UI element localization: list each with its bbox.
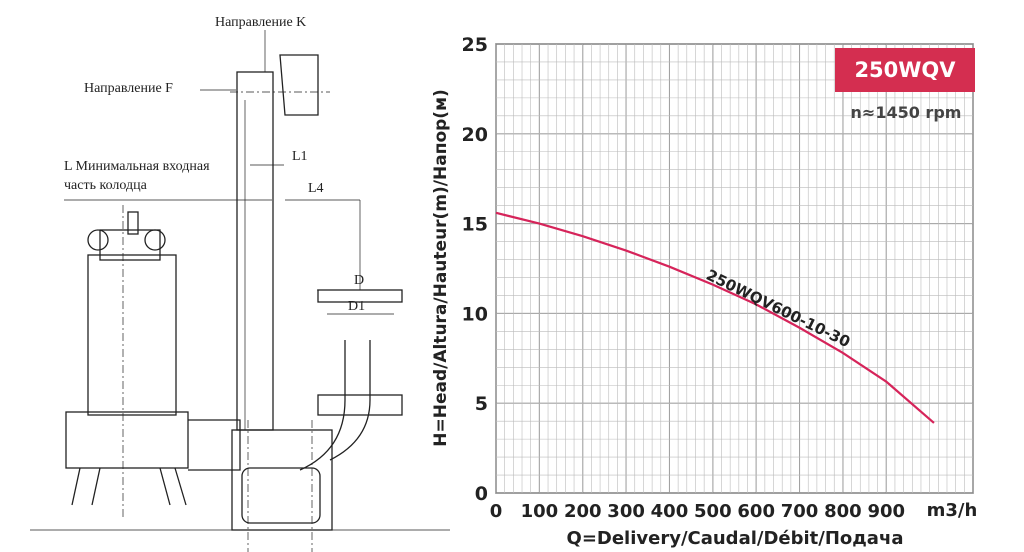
x-tick-label: 600 — [737, 501, 775, 522]
badge — [835, 48, 975, 92]
technical-drawing: Направление K Направление F L Минимальна… — [30, 15, 450, 552]
label: часть колодца — [64, 178, 148, 193]
chart: 250WQV n≈1450 rpm Q=Delivery/Caudal/Débi… — [431, 34, 977, 549]
label: L1 — [292, 149, 308, 164]
label: Направление F — [84, 81, 173, 96]
x-tick-label: 100 — [521, 501, 559, 522]
x-tick-label: 300 — [607, 501, 645, 522]
chart-title: 250WQV — [854, 58, 956, 82]
x-axis-label: Q=Delivery/Caudal/Débit/Подача — [567, 528, 904, 549]
y-tick-label: 15 — [462, 214, 488, 236]
y-tick-label: 0 — [475, 483, 488, 505]
x-tick-label: 700 — [781, 501, 819, 522]
y-axis-label: H=Head/Altura/Hauteur(m)/Напор(м) — [431, 89, 451, 447]
x-tick-label: 500 — [694, 501, 732, 522]
y-tick-label: 10 — [462, 303, 488, 325]
chart-subtitle: n≈1450 rpm — [851, 103, 962, 122]
x-tick-label: 400 — [651, 501, 689, 522]
x-tick-label: 0 — [490, 501, 503, 522]
y-tick-label: 5 — [475, 393, 488, 415]
label: L Минимальная входная — [64, 159, 210, 174]
y-tick-label: 20 — [462, 124, 488, 146]
curve — [495, 211, 935, 424]
x-unit: m3/h — [927, 500, 978, 521]
y-tick-label: 25 — [462, 34, 488, 56]
x-tick-label: 200 — [564, 501, 602, 522]
drawing-lines — [30, 30, 450, 552]
label: D1 — [348, 299, 365, 314]
label: D — [354, 273, 364, 288]
curve-label: 250WQV600-10-30 — [703, 266, 853, 351]
x-tick-label: 900 — [867, 501, 905, 522]
x-tick-label: 800 — [824, 501, 862, 522]
label: L4 — [308, 181, 324, 196]
label: Направление K — [215, 15, 306, 30]
